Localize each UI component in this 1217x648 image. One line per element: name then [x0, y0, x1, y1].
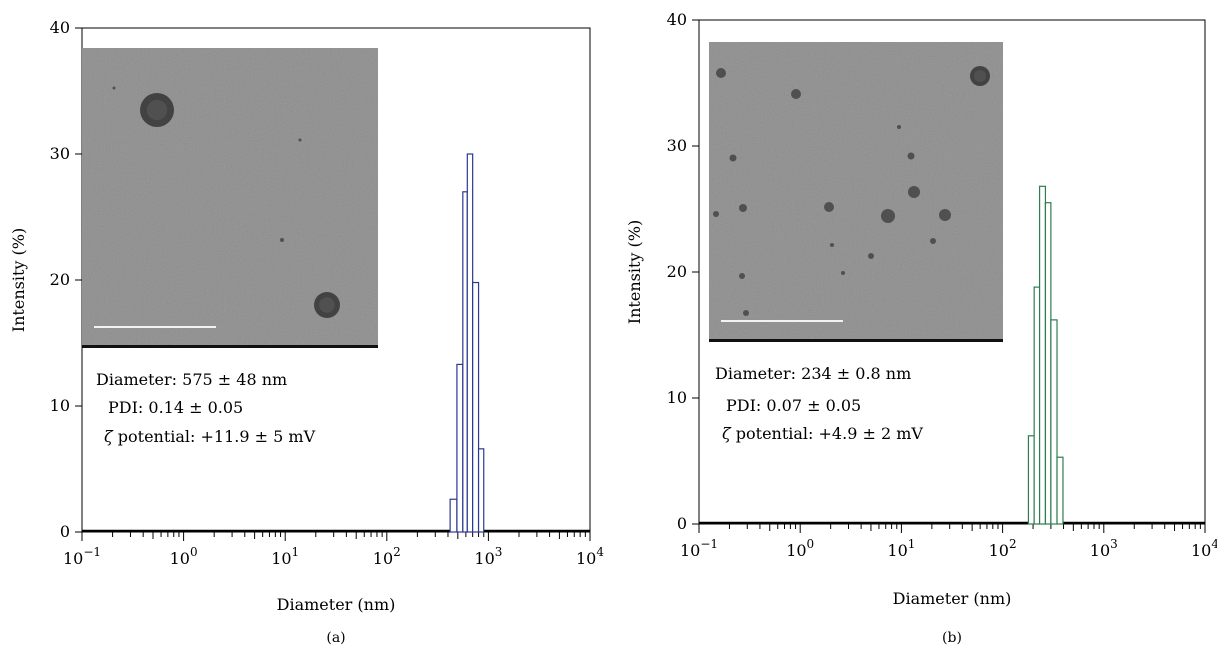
x-tick-label: 102: [989, 537, 1017, 560]
x-tick-label: 103: [474, 545, 502, 568]
y-axis-label: Intensity (%): [9, 228, 28, 332]
histogram-bar: [1027, 435, 1035, 525]
histogram-bar: [1038, 185, 1047, 525]
particle: [897, 125, 901, 129]
particle: [868, 253, 874, 259]
tem-bottom-strip: [82, 345, 378, 348]
annotation-3: ζ potential: +4.9 ± 2 mV: [722, 424, 923, 443]
x-tick-exponent: −1: [83, 545, 101, 559]
histogram-bar: [462, 191, 468, 533]
x-tick-label: 104: [576, 545, 604, 568]
histogram-bar: [472, 281, 480, 533]
y-tick-label: 30: [667, 136, 687, 155]
annotation-text: potential: +4.9 ± 2 mV: [731, 424, 924, 443]
x-tick-exponent: 4: [596, 545, 604, 559]
x-axis-label: Diameter (nm): [277, 595, 396, 614]
y-tick-label: 40: [50, 18, 70, 37]
x-tick-exponent: 3: [1110, 537, 1118, 551]
particle: [729, 154, 737, 162]
histogram-bar: [477, 448, 485, 533]
x-tick-label: 101: [271, 545, 299, 568]
particle-core: [974, 70, 986, 82]
x-tick-label: 100: [170, 545, 198, 568]
x-tick-exponent: −1: [700, 537, 718, 551]
y-tick-label: 20: [50, 270, 70, 289]
annotation-1: Diameter: 234 ± 0.8 nm: [715, 364, 911, 383]
annotation-3: ζ potential: +11.9 ± 5 mV: [104, 427, 316, 446]
annotation-text: potential: +11.9 ± 5 mV: [113, 427, 316, 446]
panel-label: (b): [942, 630, 962, 646]
particle: [713, 211, 719, 217]
x-tick-exponent: 4: [1211, 537, 1217, 551]
particle: [824, 202, 834, 212]
histogram-bar: [1044, 202, 1052, 525]
particle: [907, 152, 915, 160]
y-tick-label: 0: [60, 522, 70, 541]
histogram-bar: [449, 498, 458, 533]
histogram-bar: [466, 153, 474, 533]
annotation-2: PDI: 0.07 ± 0.05: [726, 396, 861, 415]
y-tick-label: 20: [667, 262, 687, 281]
particle: [112, 86, 116, 90]
particle-core: [319, 297, 335, 313]
x-tick-exponent: 1: [908, 537, 916, 551]
particle: [841, 271, 845, 275]
particle: [739, 204, 747, 212]
y-tick-label: 10: [50, 396, 70, 415]
particle-core: [146, 99, 168, 121]
x-axis-label: Diameter (nm): [893, 589, 1012, 608]
x-tick-exponent: 2: [1009, 537, 1017, 551]
panel-label: (a): [326, 630, 345, 646]
x-tick-label: 104: [1191, 537, 1217, 560]
x-tick-label: 103: [1090, 537, 1118, 560]
tem-inset: [709, 42, 1003, 342]
x-tick-exponent: 0: [190, 545, 198, 559]
particle: [908, 186, 920, 198]
y-axis-label: Intensity (%): [625, 220, 644, 324]
y-tick-label: 30: [50, 144, 70, 163]
x-tick-label: 101: [887, 537, 915, 560]
y-tick-label: 10: [667, 388, 687, 407]
x-tick-exponent: 0: [807, 537, 815, 551]
particle: [739, 273, 745, 279]
x-tick-label: 10−1: [680, 537, 718, 560]
histogram-bar: [1033, 286, 1041, 525]
x-tick-label: 100: [786, 537, 814, 560]
histogram-bar: [1050, 319, 1058, 525]
y-tick-label: 40: [667, 10, 687, 29]
particle: [930, 238, 936, 244]
particle: [298, 138, 302, 142]
tem-inset: [82, 48, 378, 348]
particle: [716, 68, 726, 78]
particle: [881, 209, 895, 223]
x-tick-label: 10−1: [63, 545, 101, 568]
annotation-1: Diameter: 575 ± 48 nm: [96, 370, 287, 389]
tem-background: [709, 42, 1003, 342]
particle: [830, 243, 834, 247]
particle: [791, 89, 801, 99]
histogram-bar: [1056, 456, 1064, 525]
x-tick-exponent: 2: [393, 545, 401, 559]
y-tick-label: 0: [677, 514, 687, 533]
zeta-symbol: ζ: [104, 427, 114, 446]
zeta-symbol: ζ: [722, 424, 732, 443]
histogram-bar: [456, 363, 464, 533]
x-tick-exponent: 3: [495, 545, 503, 559]
annotation-2: PDI: 0.14 ± 0.05: [108, 398, 243, 417]
particle: [939, 209, 951, 221]
tem-bottom-strip: [709, 339, 1003, 342]
x-tick-exponent: 1: [292, 545, 300, 559]
particle: [743, 310, 749, 316]
particle: [280, 238, 284, 242]
x-tick-label: 102: [373, 545, 401, 568]
